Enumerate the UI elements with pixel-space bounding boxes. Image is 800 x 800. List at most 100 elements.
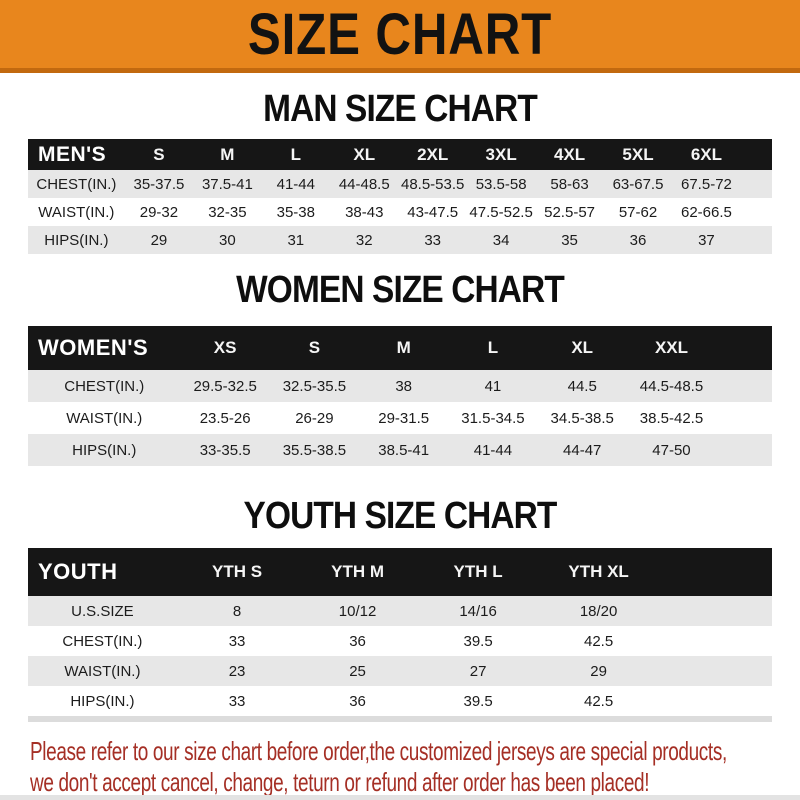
- data-cell: 47-50: [652, 441, 691, 459]
- size-header-cell: M: [396, 338, 411, 357]
- row-label-cell: CHEST(IN.): [64, 377, 145, 395]
- women-size-table: WOMEN'S XS S M L XL XXL CHEST(IN.) 29.5-…: [28, 326, 772, 466]
- size-header-cell: M: [220, 144, 235, 164]
- data-cell: 34.5-38.5: [550, 409, 614, 427]
- size-header-cell: S: [153, 144, 165, 164]
- row-label-cell: HIPS(IN.): [44, 231, 109, 249]
- size-header-cell: 4XL: [553, 144, 586, 164]
- men-group-label-cell: MEN'S: [38, 142, 107, 166]
- data-cell: 30: [219, 231, 236, 249]
- data-cell: 43-47.5: [407, 203, 459, 221]
- women-group-label-cell: WOMEN'S: [38, 335, 149, 360]
- data-cell: 8: [232, 602, 242, 620]
- youth-table-bottom-strip: [28, 716, 772, 722]
- data-cell: 53.5-58: [475, 175, 527, 193]
- size-header-cell: 3XL: [485, 144, 517, 164]
- data-cell: 29-31.5: [378, 409, 430, 427]
- youth-hips-row: HIPS(IN.) 33 36 39.5 42.5: [28, 686, 772, 716]
- men-table-header-row: MEN'S S M L XL 2XL 3XL 4XL 5XL 6XL: [28, 139, 772, 170]
- data-cell: 42.5: [584, 632, 614, 650]
- data-cell: 39.5: [463, 632, 493, 650]
- men-chest-row: CHEST(IN.) 35-37.5 37.5-41 41-44 44-48.5…: [28, 170, 772, 198]
- data-cell: 38.5-41: [378, 441, 430, 459]
- data-cell: 36: [349, 692, 366, 710]
- size-header-cell: XL: [353, 144, 376, 164]
- data-cell: 37.5-41: [201, 175, 253, 193]
- footer-note-line2: we don't accept cancel, change, teturn o…: [30, 767, 650, 797]
- data-cell: 36: [349, 632, 366, 650]
- size-header-cell: 2XL: [417, 144, 449, 164]
- data-cell: 26-29: [295, 409, 334, 427]
- data-cell: 33: [228, 692, 246, 710]
- size-header-cell: XS: [213, 338, 237, 357]
- footer-note-line1: Please refer to our size chart before or…: [30, 736, 727, 766]
- row-label-cell: HIPS(IN.): [72, 441, 137, 459]
- youth-ussize-row: U.S.SIZE 8 10/12 14/16 18/20: [28, 596, 772, 626]
- men-size-table: MEN'S S M L XL 2XL 3XL 4XL 5XL 6XL CHEST…: [28, 139, 772, 254]
- data-cell: 18/20: [579, 602, 618, 620]
- youth-section: YOUTH SIZE CHART YOUTH YTH S YTH M YTH L…: [0, 496, 800, 722]
- data-cell: 62-66.5: [681, 203, 732, 221]
- men-section: MAN SIZE CHART MEN'S S M L XL 2XL 3XL 4X…: [0, 89, 800, 254]
- size-header-cell: L: [487, 338, 499, 357]
- data-cell: 23.5-26: [199, 409, 251, 427]
- data-cell: 38-43: [345, 203, 384, 221]
- data-cell: 38: [395, 377, 413, 395]
- data-cell: 27: [469, 662, 487, 680]
- youth-section-title: YOUTH SIZE CHART: [243, 495, 558, 537]
- data-cell: 47.5-52.5: [469, 203, 533, 221]
- women-table-header-row: WOMEN'S XS S M L XL XXL: [28, 326, 772, 370]
- women-waist-row: WAIST(IN.) 23.5-26 26-29 29-31.5 31.5-34…: [28, 402, 772, 434]
- data-cell: 10/12: [338, 602, 377, 620]
- data-cell: 42.5: [584, 692, 614, 710]
- data-cell: 33: [228, 632, 246, 650]
- data-cell: 29: [150, 231, 168, 249]
- youth-table-header-row: YOUTH YTH S YTH M YTH L YTH XL: [28, 548, 772, 596]
- data-cell: 29: [590, 662, 607, 680]
- data-cell: 35: [561, 231, 578, 249]
- size-header-cell: L: [290, 144, 301, 164]
- data-cell: 41-44: [276, 175, 315, 193]
- size-header-cell: 5XL: [622, 144, 654, 164]
- data-cell: 31.5-34.5: [461, 409, 525, 427]
- data-cell: 58-63: [550, 175, 589, 193]
- row-label-cell: U.S.SIZE: [71, 602, 134, 620]
- row-label-cell: CHEST(IN.): [36, 175, 117, 193]
- data-cell: 44.5-48.5: [639, 377, 704, 395]
- data-cell: 29-32: [139, 203, 179, 221]
- row-label-cell: WAIST(IN.): [64, 662, 141, 680]
- data-cell: 44.5: [567, 377, 597, 395]
- data-cell: 36: [629, 231, 647, 249]
- youth-size-table: YOUTH YTH S YTH M YTH L YTH XL U.S.SIZE …: [28, 548, 772, 722]
- size-header-cell: 6XL: [690, 144, 723, 164]
- footer-note: Please refer to our size chart before or…: [30, 736, 800, 798]
- size-header-cell: XXL: [654, 338, 688, 357]
- data-cell: 39.5: [463, 692, 493, 710]
- size-header-cell: YTH XL: [568, 562, 629, 581]
- data-cell: 32: [355, 231, 373, 249]
- data-cell: 14/16: [459, 602, 497, 620]
- data-cell: 63-67.5: [612, 175, 664, 193]
- data-cell: 32.5-35.5: [282, 377, 347, 395]
- data-cell: 35-37.5: [133, 175, 185, 193]
- size-header-cell: S: [308, 338, 321, 357]
- data-cell: 44-48.5: [338, 175, 390, 193]
- data-cell: 25: [349, 662, 366, 680]
- row-label-cell: HIPS(IN.): [70, 692, 135, 710]
- data-cell: 57-62: [618, 203, 658, 221]
- women-chest-row: CHEST(IN.) 29.5-32.5 32.5-35.5 38 41 44.…: [28, 370, 772, 402]
- data-cell: 67.5-72: [681, 175, 732, 193]
- row-label-cell: WAIST(IN.): [38, 203, 115, 221]
- data-cell: 41-44: [473, 441, 513, 459]
- data-cell: 33: [424, 231, 442, 249]
- banner: SIZE CHART: [0, 0, 800, 73]
- data-cell: 44-47: [563, 441, 602, 459]
- men-waist-row: WAIST(IN.) 29-32 32-35 35-38 38-43 43-47…: [28, 198, 772, 226]
- youth-group-label-cell: YOUTH: [38, 559, 118, 584]
- data-cell: 35.5-38.5: [282, 441, 347, 459]
- data-cell: 32-35: [208, 203, 247, 221]
- size-header-cell: YTH S: [212, 562, 263, 581]
- data-cell: 34: [492, 231, 510, 249]
- youth-chest-row: CHEST(IN.) 33 36 39.5 42.5: [28, 626, 772, 656]
